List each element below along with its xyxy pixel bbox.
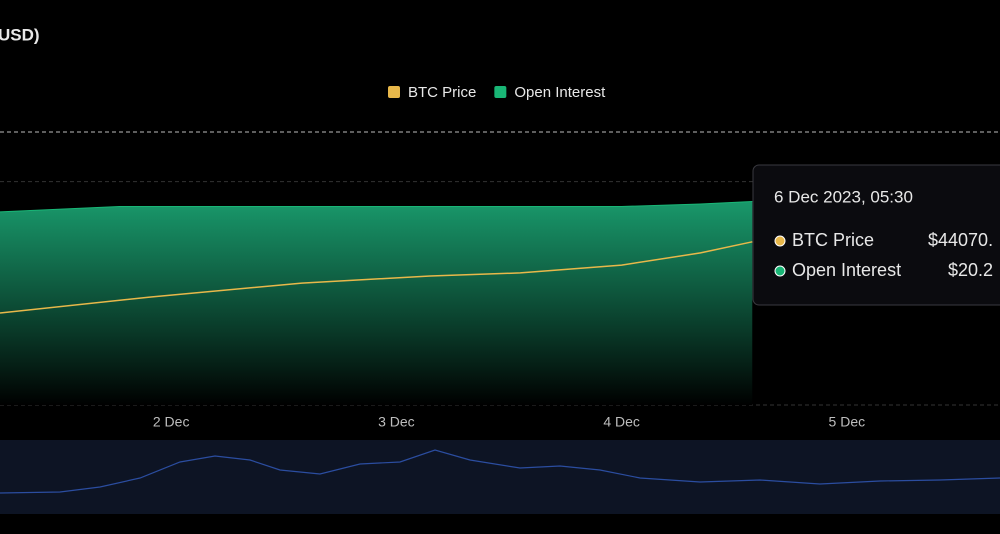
tooltip-label: Open Interest [792,260,901,280]
legend: BTC Price Open Interest [388,84,606,101]
legend-swatch [388,86,400,98]
x-tick-label: 4 Dec [603,414,640,430]
area-edge [0,201,753,213]
tooltip-value: $44070. [928,230,993,250]
tooltip-dot [774,265,786,277]
line [0,241,753,314]
legend-swatch [494,86,507,98]
navigator-line [0,449,1000,494]
x-tick-label: 2 Dec [153,414,190,430]
tooltip-dot [774,235,786,247]
chart-title: USD) [0,25,40,44]
legend-label: BTC Price [408,84,476,101]
navigator [0,440,1000,514]
x-tick-label: 3 Dec [378,414,415,430]
tooltip-value: $20.2 [948,260,993,280]
x-tick-label: 5 Dec [829,414,866,430]
legend-label: Open Interest [514,84,606,101]
area [0,201,753,405]
tooltip: 6 Dec 2023, 05:30 BTC Price $44070. Open I… [752,164,1000,306]
tooltip-box [752,164,1000,306]
tooltip-title: 6 Dec 2023, 05:30 [774,187,913,206]
tooltip-label: BTC Price [792,230,874,250]
